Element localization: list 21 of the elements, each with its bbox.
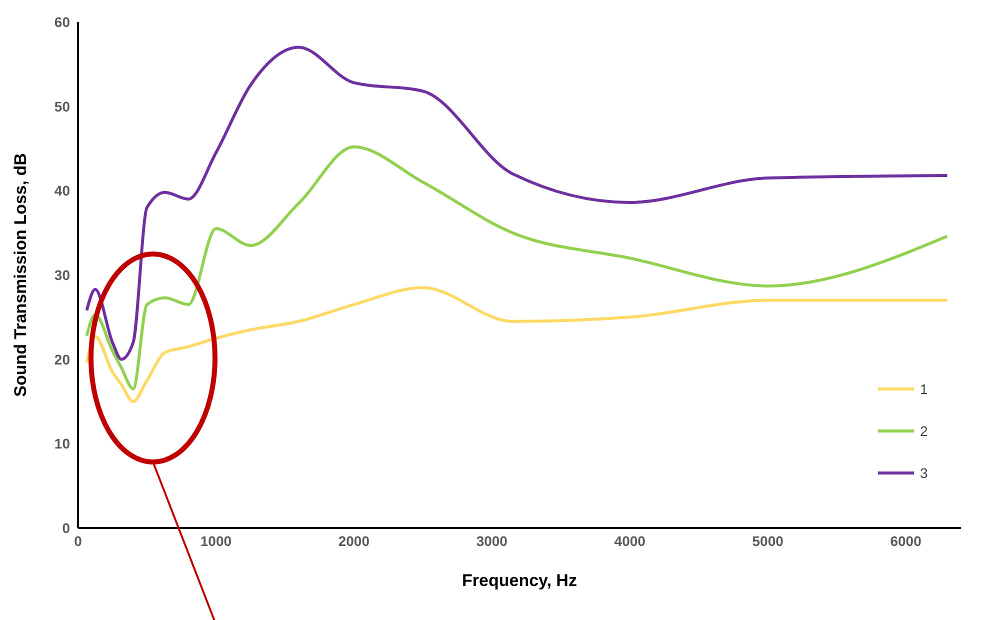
line-series [85,46,949,361]
y-tick-label: 10 [54,436,70,452]
y-tick-label: 30 [54,266,70,283]
x-tick-label: 4000 [614,532,646,549]
line-series [85,286,949,403]
y-tick-label: 50 [54,98,70,114]
x-tick-label: 1000 [200,532,232,549]
legend-label: 2 [920,423,928,439]
legend-label: 1 [920,381,928,397]
x-axis-title: Frequency, Hz [462,571,577,590]
x-tick-label: 2000 [338,532,370,549]
y-tick-label: 20 [54,351,70,368]
x-tick-label: 6000 [890,532,922,549]
y-tick-label: 0 [62,520,70,536]
y-axis-title: Sound Transmission Loss, dB [11,153,30,397]
x-tick-label: 5000 [752,532,784,549]
y-tick-label: 40 [54,182,70,199]
legend-label: 3 [920,465,928,481]
x-tick-label: 3000 [476,532,508,549]
y-tick-label: 60 [54,14,70,30]
x-tick-label: 0 [74,532,82,549]
